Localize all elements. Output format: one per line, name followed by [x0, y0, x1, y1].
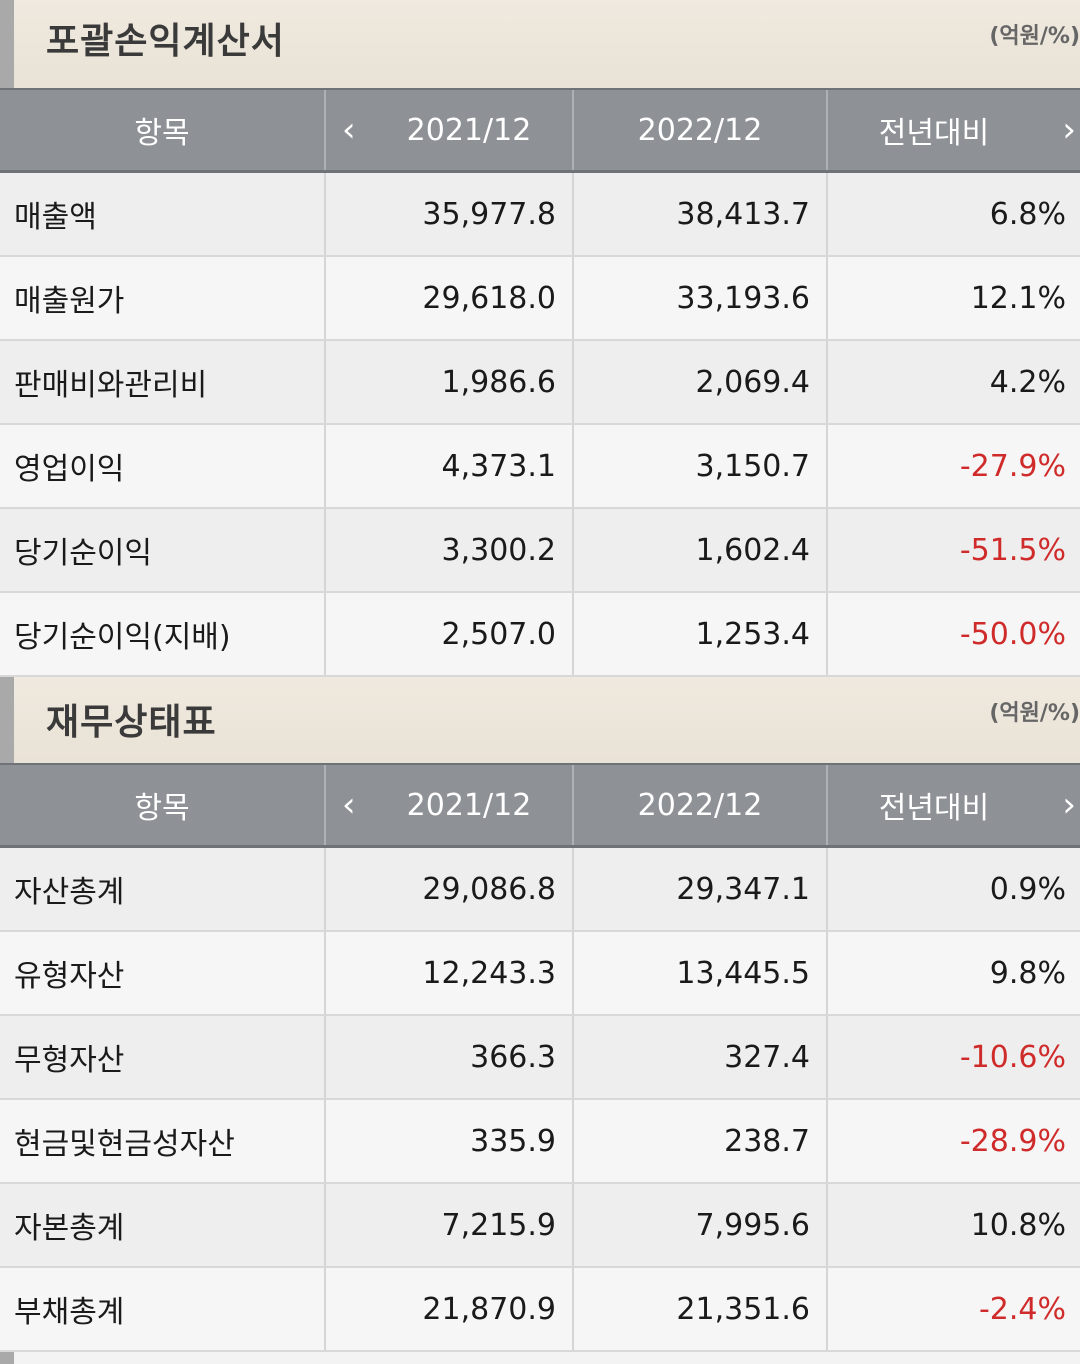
chevron-right-icon[interactable]: ›: [1062, 785, 1076, 825]
column-header-change: 전년대비 ›: [826, 88, 1080, 173]
value-2022: 1,602.4: [572, 508, 827, 593]
value-2022: 2,069.4: [572, 340, 827, 425]
row-label: 당기순이익(지배): [0, 592, 325, 677]
value-2022: 29,347.1: [572, 846, 827, 932]
column-header-change-label: 전년대비: [878, 791, 990, 826]
change-value: -2.4%: [826, 1267, 1080, 1352]
table-row[interactable]: 당기순이익 3,300.2 1,602.4 -51.5%: [0, 508, 1080, 593]
row-label: 자산총계: [0, 846, 325, 932]
row-label: 영업이익: [0, 424, 325, 509]
table-row[interactable]: 부채총계 21,870.9 21,351.6 -2.4%: [0, 1267, 1080, 1352]
row-label: 유형자산: [0, 931, 325, 1016]
column-header-2021-label: 2021/12: [406, 112, 532, 148]
column-header-2022: 2022/12: [572, 88, 827, 173]
value-2021: 35,977.8: [324, 171, 573, 257]
balance-section-header: 재무상태표 (억원/%): [14, 677, 1080, 763]
row-label: 부채총계: [0, 1267, 325, 1352]
value-2021: 4,373.1: [324, 424, 573, 509]
change-value: -28.9%: [826, 1099, 1080, 1184]
balance-header-row: 항목 ‹ 2021/12 2022/12 전년대비 ›: [0, 763, 1080, 848]
value-2022: 7,995.6: [572, 1183, 827, 1268]
change-value: -51.5%: [826, 508, 1080, 593]
column-header-change: 전년대비 ›: [826, 763, 1080, 848]
value-2021: 2,507.0: [324, 592, 573, 677]
table-row[interactable]: 판매비와관리비 1,986.6 2,069.4 4.2%: [0, 340, 1080, 425]
income-section-title: 포괄손익계산서: [46, 21, 285, 62]
table-row[interactable]: 자산총계 29,086.8 29,347.1 0.9%: [0, 846, 1080, 932]
table-row[interactable]: 유형자산 12,243.3 13,445.5 9.8%: [0, 931, 1080, 1016]
change-value: -50.0%: [826, 592, 1080, 677]
column-header-2021: ‹ 2021/12: [324, 88, 573, 173]
chevron-right-icon[interactable]: ›: [1062, 110, 1076, 150]
balance-section-title: 재무상태표: [46, 702, 217, 743]
table-row[interactable]: 영업이익 4,373.1 3,150.7 -27.9%: [0, 424, 1080, 509]
income-section-header: 포괄손익계산서 (억원/%): [14, 0, 1080, 88]
value-2021: 335.9: [324, 1099, 573, 1184]
table-row[interactable]: 자본총계 7,215.9 7,995.6 10.8%: [0, 1183, 1080, 1268]
value-2022: 1,253.4: [572, 592, 827, 677]
value-2022: 38,413.7: [572, 171, 827, 257]
change-value: 6.8%: [826, 171, 1080, 257]
income-header-row: 항목 ‹ 2021/12 2022/12 전년대비 ›: [0, 88, 1080, 173]
change-value: 10.8%: [826, 1183, 1080, 1268]
value-2021: 21,870.9: [324, 1267, 573, 1352]
value-2021: 29,618.0: [324, 256, 573, 341]
balance-unit-label: (억원/%): [989, 701, 1080, 726]
change-value: -10.6%: [826, 1015, 1080, 1100]
table-row[interactable]: 당기순이익(지배) 2,507.0 1,253.4 -50.0%: [0, 592, 1080, 677]
row-label: 현금및현금성자산: [0, 1099, 325, 1184]
value-2022: 33,193.6: [572, 256, 827, 341]
change-value: 9.8%: [826, 931, 1080, 1016]
change-value: 0.9%: [826, 846, 1080, 932]
table-row[interactable]: 매출원가 29,618.0 33,193.6 12.1%: [0, 256, 1080, 341]
chevron-left-icon[interactable]: ‹: [342, 110, 356, 150]
column-header-2021-label: 2021/12: [406, 787, 532, 823]
value-2021: 3,300.2: [324, 508, 573, 593]
value-2022: 238.7: [572, 1099, 827, 1184]
value-2021: 366.3: [324, 1015, 573, 1100]
column-header-2021: ‹ 2021/12: [324, 763, 573, 848]
change-value: 4.2%: [826, 340, 1080, 425]
row-label: 매출원가: [0, 256, 325, 341]
row-label: 무형자산: [0, 1015, 325, 1100]
column-header-change-label: 전년대비: [878, 116, 990, 151]
column-header-2022: 2022/12: [572, 763, 827, 848]
income-unit-label: (억원/%): [989, 24, 1080, 49]
value-2022: 21,351.6: [572, 1267, 827, 1352]
row-label: 당기순이익: [0, 508, 325, 593]
change-value: -27.9%: [826, 424, 1080, 509]
value-2022: 13,445.5: [572, 931, 827, 1016]
table-row[interactable]: 현금및현금성자산 335.9 238.7 -28.9%: [0, 1099, 1080, 1184]
value-2022: 327.4: [572, 1015, 827, 1100]
row-label: 판매비와관리비: [0, 340, 325, 425]
table-row[interactable]: 매출액 35,977.8 38,413.7 6.8%: [0, 171, 1080, 257]
value-2022: 3,150.7: [572, 424, 827, 509]
row-label: 매출액: [0, 171, 325, 257]
row-label: 자본총계: [0, 1183, 325, 1268]
value-2021: 7,215.9: [324, 1183, 573, 1268]
value-2021: 29,086.8: [324, 846, 573, 932]
column-header-item: 항목: [0, 763, 325, 848]
value-2021: 1,986.6: [324, 340, 573, 425]
balance-table: 항목 ‹ 2021/12 2022/12 전년대비 › 자산총계 29,086.8…: [0, 763, 1080, 1352]
value-2021: 12,243.3: [324, 931, 573, 1016]
income-table: 항목 ‹ 2021/12 2022/12 전년대비 › 매출액 35,977.8 3…: [0, 88, 1080, 677]
column-header-item: 항목: [0, 88, 325, 173]
table-row[interactable]: 무형자산 366.3 327.4 -10.6%: [0, 1015, 1080, 1100]
change-value: 12.1%: [826, 256, 1080, 341]
chevron-left-icon[interactable]: ‹: [342, 785, 356, 825]
